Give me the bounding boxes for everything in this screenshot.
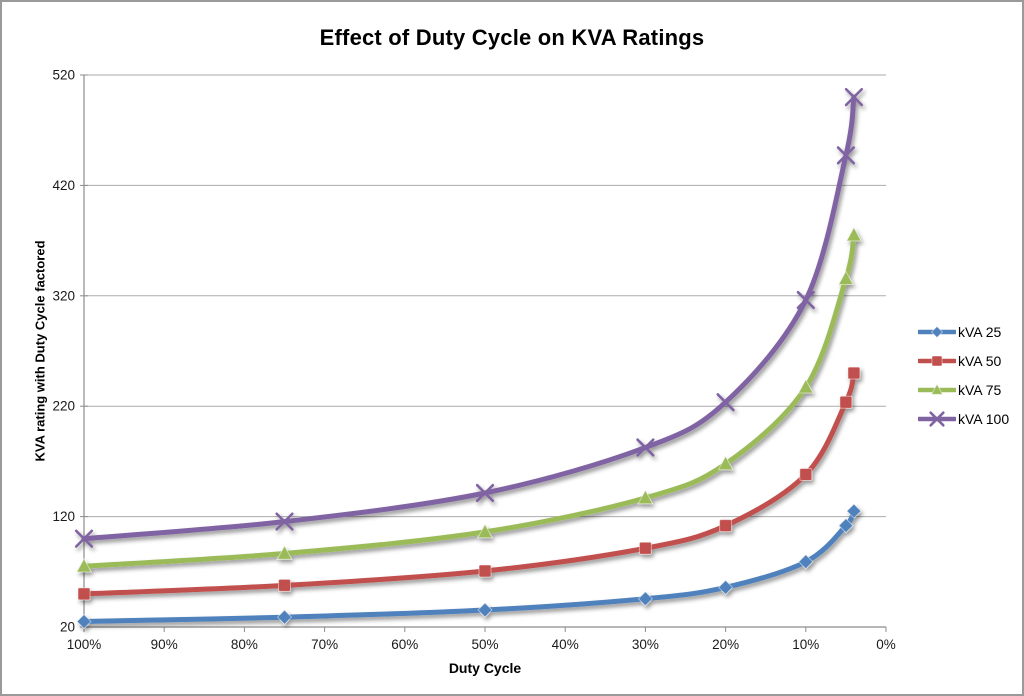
data-point-marker (75, 557, 93, 573)
y-axis-tick-label: 20 (60, 620, 75, 635)
data-point-marker (77, 587, 91, 601)
data-point-marker (278, 578, 291, 592)
data-point-marker (76, 613, 92, 630)
y-axis-tick-label: 120 (52, 509, 75, 524)
x-axis-tick-label: 0% (876, 637, 896, 652)
data-point-marker (478, 564, 492, 578)
data-point-marker (638, 541, 652, 555)
data-point-marker (719, 519, 733, 533)
legend-label: kVA 25 (958, 323, 1002, 340)
y-axis-tick-label: 220 (52, 399, 75, 414)
data-point-marker (475, 483, 495, 503)
data-point-marker (838, 517, 854, 534)
series-kva-75 (75, 226, 862, 573)
data-point-marker (636, 438, 655, 457)
legend-label: kVA 50 (958, 352, 1002, 369)
data-point-marker (477, 602, 493, 618)
legend-marker-triangle (918, 382, 956, 395)
x-axis-tick-label: 100% (67, 637, 102, 652)
x-axis-tick-label: 30% (632, 637, 659, 652)
y-axis-tick-label: 520 (52, 68, 75, 83)
data-point-marker (717, 455, 734, 471)
data-point-marker (717, 579, 734, 596)
series-line (81, 94, 857, 542)
axis-tick-labels: 20 120 220 320 420 520 100% 90% 80% 70% 60% 50% 40% 3… (52, 68, 895, 653)
data-point-marker (637, 489, 654, 505)
data-point-marker (276, 544, 293, 560)
x-axis-tick-label: 10% (792, 637, 819, 652)
data-point-marker (839, 395, 853, 409)
data-point-marker (797, 378, 814, 394)
data-point-marker (476, 523, 494, 539)
series-kva-50 (77, 366, 861, 601)
data-point-marker (836, 146, 856, 165)
axes (80, 74, 887, 632)
data-point-marker (846, 503, 862, 519)
data-point-marker (798, 554, 814, 570)
x-axis-title: Duty Cycle (448, 660, 522, 676)
data-point-marker (796, 290, 815, 310)
data-point-marker (276, 609, 293, 625)
data-point-marker (847, 366, 861, 380)
legend-item-kva-50: kVA 50 (918, 346, 1009, 375)
data-point-marker (799, 468, 813, 482)
gridlines (84, 74, 886, 518)
legend-label: kVA 75 (958, 381, 1002, 398)
data-point-marker (275, 512, 294, 531)
legend-item-kva-100: kVA 100 (918, 404, 1009, 433)
chart-title: Effect of Duty Cycle on KVA Ratings (319, 25, 705, 50)
data-point-marker (845, 226, 862, 242)
legend: kVA 25 kVA 50 kVA 75 kVA 100 (918, 317, 1009, 433)
y-axis-tick-label: 420 (52, 178, 75, 193)
x-axis-tick-label: 60% (391, 637, 418, 652)
data-point-marker (637, 591, 654, 607)
data-point-marker (74, 529, 94, 548)
legend-item-kva-75: kVA 75 (918, 375, 1009, 404)
series-kva-100 (74, 87, 864, 548)
series-kva-25 (76, 503, 862, 630)
legend-label: kVA 100 (958, 410, 1010, 427)
x-axis-tick-label: 90% (151, 637, 178, 652)
data-point-marker (844, 87, 864, 107)
legend-marker-square (918, 354, 956, 367)
x-axis-tick-label: 70% (311, 637, 338, 652)
legend-marker-diamond (918, 325, 956, 338)
data-point-marker (716, 393, 735, 412)
data-series (74, 87, 864, 630)
data-point-marker (837, 270, 854, 286)
legend-marker-x (918, 410, 956, 427)
x-axis-tick-label: 20% (712, 637, 739, 652)
x-axis-tick-label: 50% (471, 637, 498, 652)
legend-item-kva-25: kVA 25 (918, 317, 1009, 346)
y-axis-tick-label: 320 (52, 288, 75, 303)
x-axis-tick-label: 40% (552, 637, 579, 652)
x-axis-tick-label: 80% (231, 637, 258, 652)
